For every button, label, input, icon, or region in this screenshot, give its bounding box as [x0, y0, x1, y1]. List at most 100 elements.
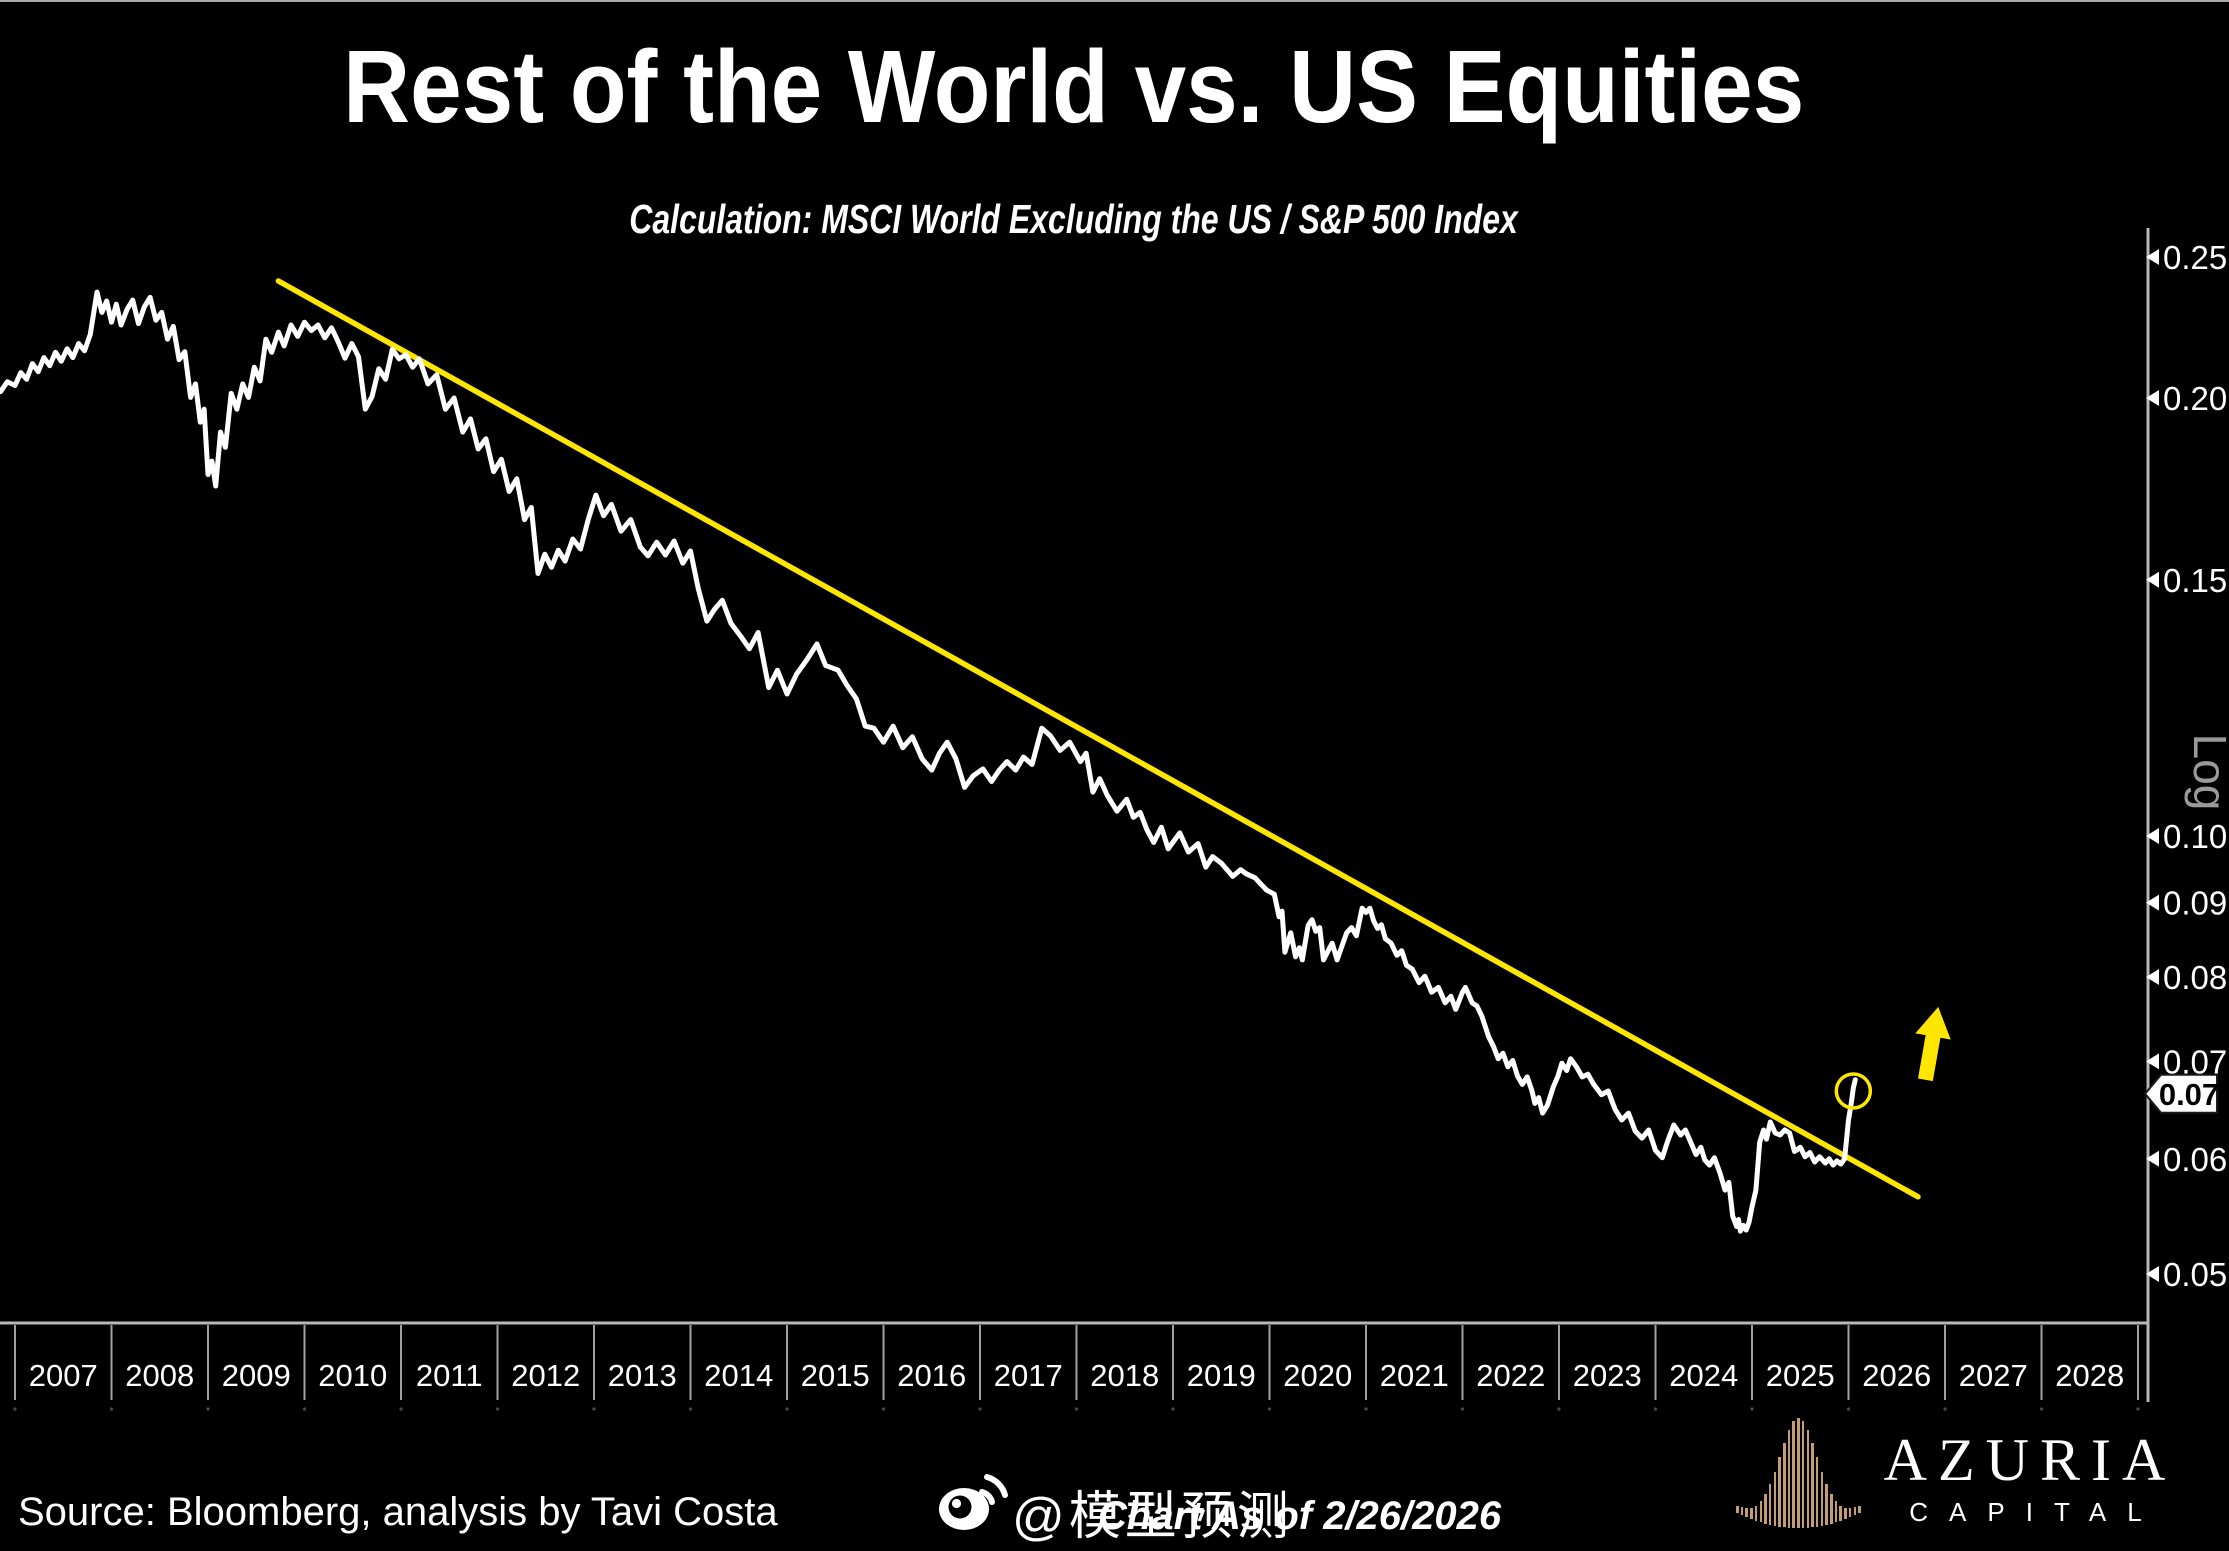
x-axis-year-label: 2026	[1862, 1358, 1931, 1393]
x-axis-minor-dot	[302, 1407, 307, 1411]
y-axis-tick-label: 0.08	[2163, 959, 2227, 996]
x-axis-minor-dot	[785, 1407, 789, 1411]
spire-bar	[1792, 1421, 1795, 1528]
x-axis-year-label: 2014	[704, 1358, 773, 1393]
chart-subtitle: Calculation: MSCI World Excluding the US…	[0, 196, 2148, 243]
spire-bar	[1806, 1429, 1810, 1528]
x-axis-year-label: 2021	[1380, 1358, 1449, 1393]
x-axis-minor-dot	[1267, 1407, 1272, 1411]
page-title: Rest of the World vs. US Equities	[0, 28, 2148, 146]
breakout-circle-annotation	[1834, 1072, 1873, 1110]
x-axis-minor-dot	[1943, 1407, 1947, 1411]
spire-bar	[1853, 1507, 1857, 1516]
y-axis-tick-label: 0.20	[2163, 380, 2227, 417]
y-axis-tick-label: 0.15	[2163, 562, 2227, 599]
weibo-icon	[938, 1464, 1008, 1539]
x-axis-minor-dot	[109, 1407, 114, 1411]
spire-bar	[1768, 1484, 1772, 1525]
x-axis-year-label: 2024	[1669, 1358, 1738, 1393]
x-axis-minor-dot	[1171, 1407, 1175, 1411]
logo-subname: CAPITAL	[1909, 1497, 2163, 1527]
chart-subtitle-text: Calculation: MSCI World Excluding the US…	[629, 196, 1519, 242]
spire-bar	[1801, 1421, 1805, 1528]
spire-bar	[1750, 1507, 1753, 1520]
x-axis-year-label: 2010	[318, 1358, 387, 1393]
source-credit: Source: Bloomberg, analysis by Tavi Cost…	[18, 1490, 778, 1534]
x-axis-minor-dot	[399, 1407, 403, 1411]
spire-bar	[1830, 1494, 1833, 1524]
spire-bar	[1759, 1501, 1763, 1523]
y-axis-tick-label: 0.10	[2163, 818, 2227, 855]
spire-bar	[1811, 1442, 1814, 1528]
x-axis-minor-dot	[881, 1407, 886, 1411]
x-axis-minor-dot	[1846, 1407, 1851, 1411]
up-arrow-icon	[1915, 1006, 1951, 1082]
watermark-handle: @模型预测	[1012, 1488, 1293, 1546]
x-axis-year-label: 2013	[608, 1358, 677, 1393]
last-value-tag-text: 0.07	[2159, 1077, 2219, 1112]
spire-bar	[1736, 1505, 1739, 1513]
y-tick-arrow-icon	[2146, 828, 2159, 845]
as-of-date: Chart As of 2/26/2026	[1098, 1494, 1502, 1538]
x-axis-year-label: 2009	[222, 1358, 291, 1393]
x-axis-minor-dot	[13, 1407, 17, 1411]
x-axis-minor-dot	[978, 1407, 982, 1411]
y-tick-arrow-icon	[2146, 1150, 2159, 1167]
x-axis-minor-dot	[688, 1407, 693, 1411]
x-axis-minor-dot	[2136, 1407, 2140, 1411]
spire-bar	[1754, 1505, 1758, 1521]
spire-bar	[1797, 1418, 1800, 1528]
spire-bar	[1848, 1507, 1852, 1518]
spire-bar	[1740, 1507, 1744, 1516]
x-axis-minor-dot	[1653, 1407, 1658, 1411]
x-axis-year-label: 2015	[801, 1358, 870, 1393]
y-tick-arrow-icon	[2146, 390, 2159, 407]
screenshot-top-edge	[0, 0, 2229, 2]
y-axis-tick-label: 0.05	[2163, 1256, 2227, 1293]
x-axis-minor-dot	[1557, 1407, 1561, 1411]
last-value-tag	[2143, 1073, 2218, 1114]
page-title-text: Rest of the World vs. US Equities	[343, 29, 1805, 144]
x-axis-minor-dot	[1074, 1407, 1079, 1411]
spire-bar	[1839, 1505, 1842, 1521]
spire-bar	[1783, 1442, 1786, 1528]
x-axis-year-label: 2008	[125, 1358, 194, 1393]
y-tick-arrow-icon	[2146, 249, 2159, 265]
x-axis-year-label: 2023	[1573, 1358, 1642, 1393]
x-axis-minor-dot	[1460, 1407, 1465, 1411]
ratio-line	[0, 289, 1858, 1234]
x-axis-year-label: 2016	[897, 1358, 966, 1393]
logo-name: AZURIA	[1883, 1427, 2177, 1493]
spire-bar	[1858, 1505, 1861, 1513]
x-axis-minor-dot	[1364, 1407, 1368, 1411]
y-axis-tick-label: 0.09	[2163, 885, 2227, 922]
y-tick-arrow-icon	[2146, 894, 2159, 911]
y-axis-tick-label: 0.25	[2163, 239, 2227, 276]
x-axis-year-label: 2018	[1090, 1358, 1159, 1393]
x-axis-minor-dot	[1750, 1407, 1754, 1411]
spire-bar	[1778, 1457, 1781, 1527]
x-axis-year-label: 2019	[1187, 1358, 1256, 1393]
y-axis-tick-label: 0.06	[2163, 1141, 2227, 1178]
x-axis-year-label: 2028	[2055, 1358, 2124, 1393]
log-scale-label: Log	[2184, 734, 2229, 811]
x-axis-year-label: 2011	[416, 1358, 483, 1393]
x-axis-year-label: 2027	[1959, 1358, 2028, 1393]
spire-bar	[1787, 1429, 1791, 1528]
x-axis-year-label: 2025	[1766, 1358, 1835, 1393]
spire-bar	[1825, 1484, 1828, 1525]
spire-bar	[1764, 1494, 1767, 1524]
x-axis-minor-dot	[495, 1407, 500, 1411]
x-axis-year-label: 2007	[29, 1358, 98, 1393]
x-axis-minor-dot	[206, 1407, 210, 1411]
spire-bar	[1820, 1471, 1824, 1526]
y-tick-arrow-icon	[2146, 1266, 2159, 1283]
y-tick-arrow-icon	[2146, 969, 2159, 986]
spire-bar	[1844, 1507, 1847, 1520]
spire-bar	[1834, 1501, 1838, 1523]
y-tick-arrow-icon	[2146, 571, 2159, 588]
trendline	[275, 278, 1921, 1200]
y-tick-arrow-icon	[2146, 1053, 2159, 1070]
spire-bar	[1773, 1471, 1777, 1526]
